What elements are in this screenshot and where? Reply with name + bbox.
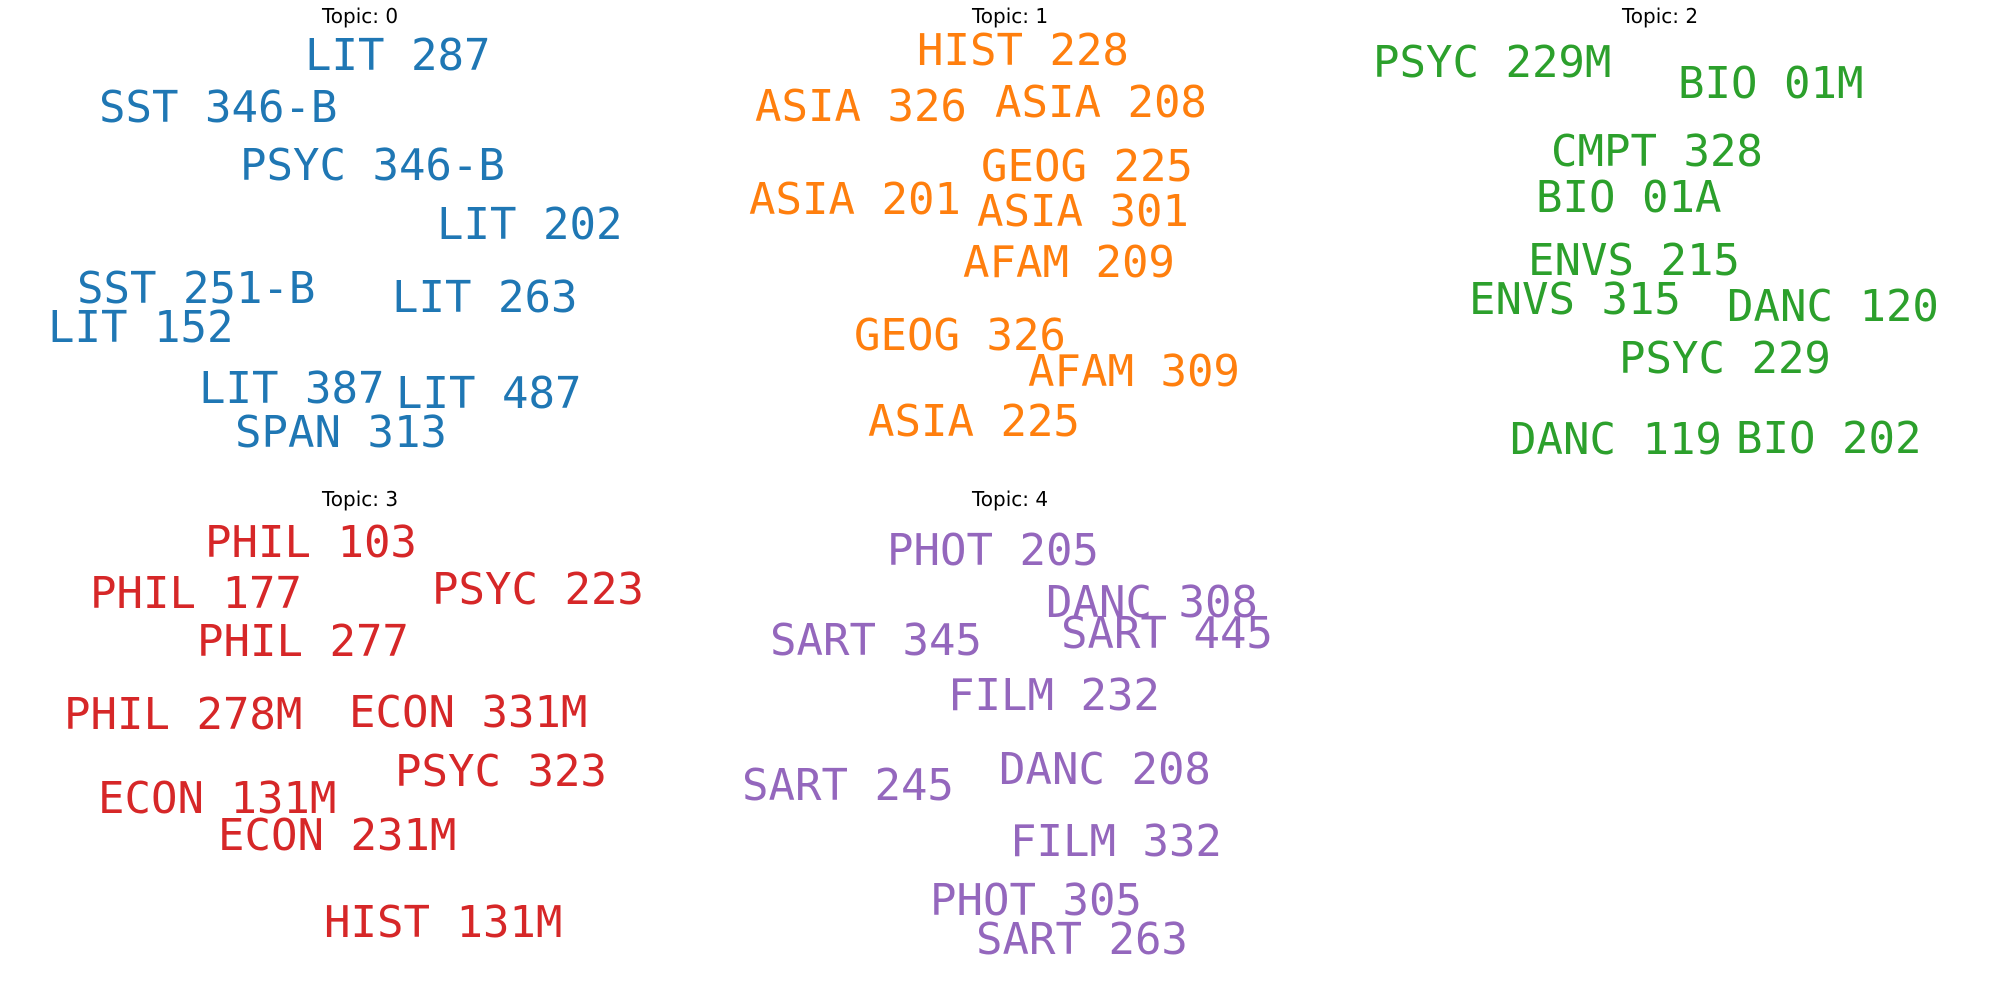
word-cloud-term: PHOT 305	[930, 875, 1142, 926]
topic-panel-2: Topic: 2 PSYC 229M BIO 01M CMPT 328 BIO 01A…	[1373, 4, 1939, 469]
word-cloud-term: LIT 287	[305, 30, 491, 81]
word-cloud-term: SPAN 313	[235, 407, 447, 458]
word-cloud-term: ECON 231M	[218, 810, 457, 861]
word-cloud-term: LIT 202	[437, 199, 623, 250]
panel-title: Topic: 0	[321, 4, 399, 28]
word-cloud-term: HIST 131M	[324, 897, 563, 948]
word-cloud-term: BIO 01M	[1678, 58, 1864, 109]
panel-title: Topic: 3	[321, 487, 399, 511]
word-cloud-term: SST 251-B	[77, 263, 316, 314]
word-cloud-term: ECON 131M	[98, 773, 337, 824]
word-cloud-term: ASIA 201	[749, 174, 961, 225]
topic-panel-4: Topic: 4 PHOT 205 DANC 308 SART 345 SART 44…	[742, 487, 1273, 962]
word-cloud-term: BIO 01A	[1536, 172, 1722, 223]
word-cloud-term: PSYC 229M	[1373, 37, 1612, 88]
topic-panel-1: Topic: 1 HIST 228 ASIA 326 ASIA 208 GEOG 22…	[749, 4, 1240, 469]
word-cloud-term: PHIL 278M	[64, 689, 303, 740]
word-cloud-term: SST 346-B	[99, 82, 338, 133]
word-cloud-term: AFAM 309	[1028, 346, 1240, 397]
word-cloud-term: BIO 202	[1736, 413, 1922, 464]
topic-panel-0: Topic: 0 LIT 287 SST 346-B PSYC 346-B LIT 2…	[48, 4, 622, 469]
word-cloud-term: PHIL 103	[205, 517, 417, 568]
word-cloud-term: ASIA 225	[868, 396, 1080, 447]
word-cloud-term: LIT 387	[199, 363, 385, 414]
word-cloud-term: LIT 487	[396, 368, 582, 419]
word-cloud-term: LIT 263	[392, 272, 578, 323]
word-cloud-term: PHIL 177	[90, 568, 302, 619]
panel-title: Topic: 2	[1621, 4, 1699, 28]
word-cloud-term: PSYC 323	[395, 746, 607, 797]
word-cloud-term: PSYC 346-B	[240, 140, 505, 191]
word-cloud-term: LIT 152	[48, 302, 234, 353]
word-cloud-term: SART 345	[770, 615, 982, 666]
word-cloud-term: AFAM 209	[963, 237, 1175, 288]
word-cloud-term: ENVS 215	[1528, 235, 1740, 286]
word-cloud-term: PHIL 277	[197, 616, 409, 667]
word-cloud-term: CMPT 328	[1551, 126, 1763, 177]
word-cloud-term: HIST 228	[917, 25, 1129, 76]
word-cloud-term: DANC 119	[1510, 414, 1722, 465]
word-cloud-term: DANC 208	[999, 744, 1211, 795]
word-cloud-term: FILM 332	[1010, 816, 1222, 867]
word-cloud-term: SART 263	[976, 914, 1188, 965]
word-cloud-term: ASIA 326	[755, 81, 967, 132]
word-cloud-term: SART 445	[1061, 608, 1273, 659]
word-cloud-term: DANC 120	[1727, 281, 1939, 332]
panel-title: Topic: 4	[971, 487, 1049, 511]
panel-title: Topic: 1	[971, 4, 1049, 28]
word-cloud-term: PHOT 205	[887, 525, 1099, 576]
word-cloud-term: GEOG 225	[981, 141, 1193, 192]
word-cloud-term: SART 245	[742, 760, 954, 811]
word-cloud-term: DANC 308	[1046, 577, 1258, 628]
word-cloud-term: ASIA 301	[977, 186, 1189, 237]
word-cloud-term: PSYC 229	[1619, 333, 1831, 384]
word-cloud-term: ECON 331M	[349, 687, 588, 738]
topic-panel-3: Topic: 3 PHIL 103 PHIL 177 PSYC 223 PHIL 27…	[64, 487, 644, 952]
word-cloud-term: PSYC 223	[432, 564, 644, 615]
word-cloud-term: GEOG 326	[854, 310, 1066, 361]
word-cloud-term: ENVS 315	[1469, 274, 1681, 325]
word-cloud-term: FILM 232	[948, 670, 1160, 721]
word-cloud-term: ASIA 208	[995, 77, 1207, 128]
